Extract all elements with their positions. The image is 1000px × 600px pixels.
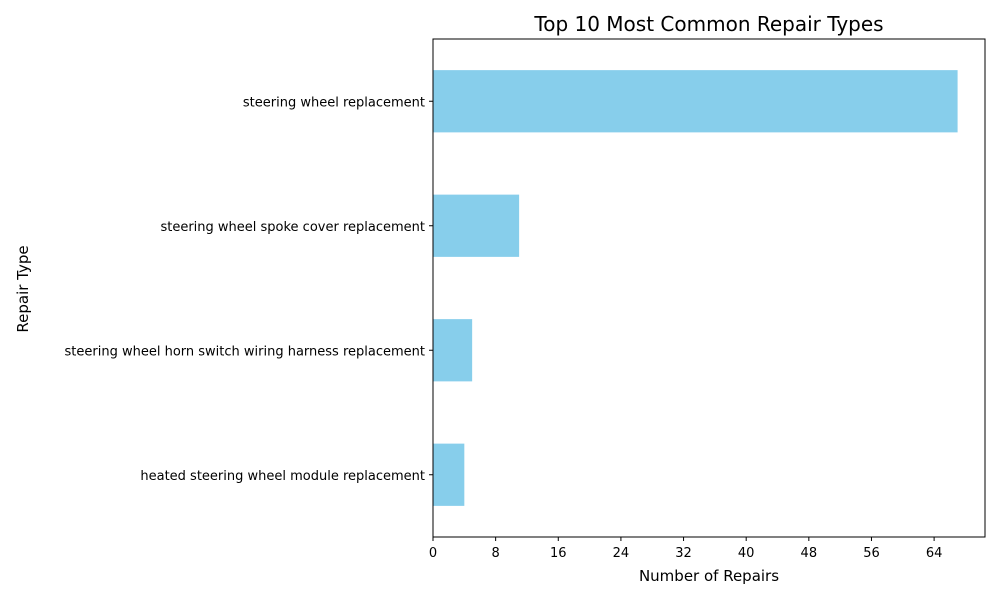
- axes-frame: [432, 38, 986, 538]
- chart-title: Top 10 Most Common Repair Types: [533, 12, 883, 36]
- plot-area: steering wheel replacement steering wheel…: [65, 38, 986, 561]
- x-tick-label: 0: [429, 546, 437, 561]
- bar: [433, 443, 465, 506]
- x-tick-label: 64: [926, 546, 943, 561]
- x-tick-label: 24: [613, 546, 630, 561]
- y-tick-label: steering wheel horn switch wiring harnes…: [65, 344, 425, 359]
- bar: [433, 319, 473, 382]
- y-axis-label: Repair Type: [14, 245, 32, 332]
- bar: [433, 194, 520, 257]
- y-tick-label: heated steering wheel module replacement: [140, 469, 425, 484]
- x-tick-label: 32: [675, 546, 692, 561]
- bar: [433, 70, 958, 133]
- x-tick-label: 56: [863, 546, 880, 561]
- y-tick-label: steering wheel spoke cover replacement: [160, 220, 425, 235]
- y-tick-label: steering wheel replacement: [243, 95, 425, 110]
- x-axis-label: Number of Repairs: [639, 567, 779, 585]
- x-tick-label: 16: [550, 546, 567, 561]
- x-tick-label: 40: [738, 546, 755, 561]
- x-tick-label: 8: [491, 546, 499, 561]
- x-tick-label: 48: [801, 546, 818, 561]
